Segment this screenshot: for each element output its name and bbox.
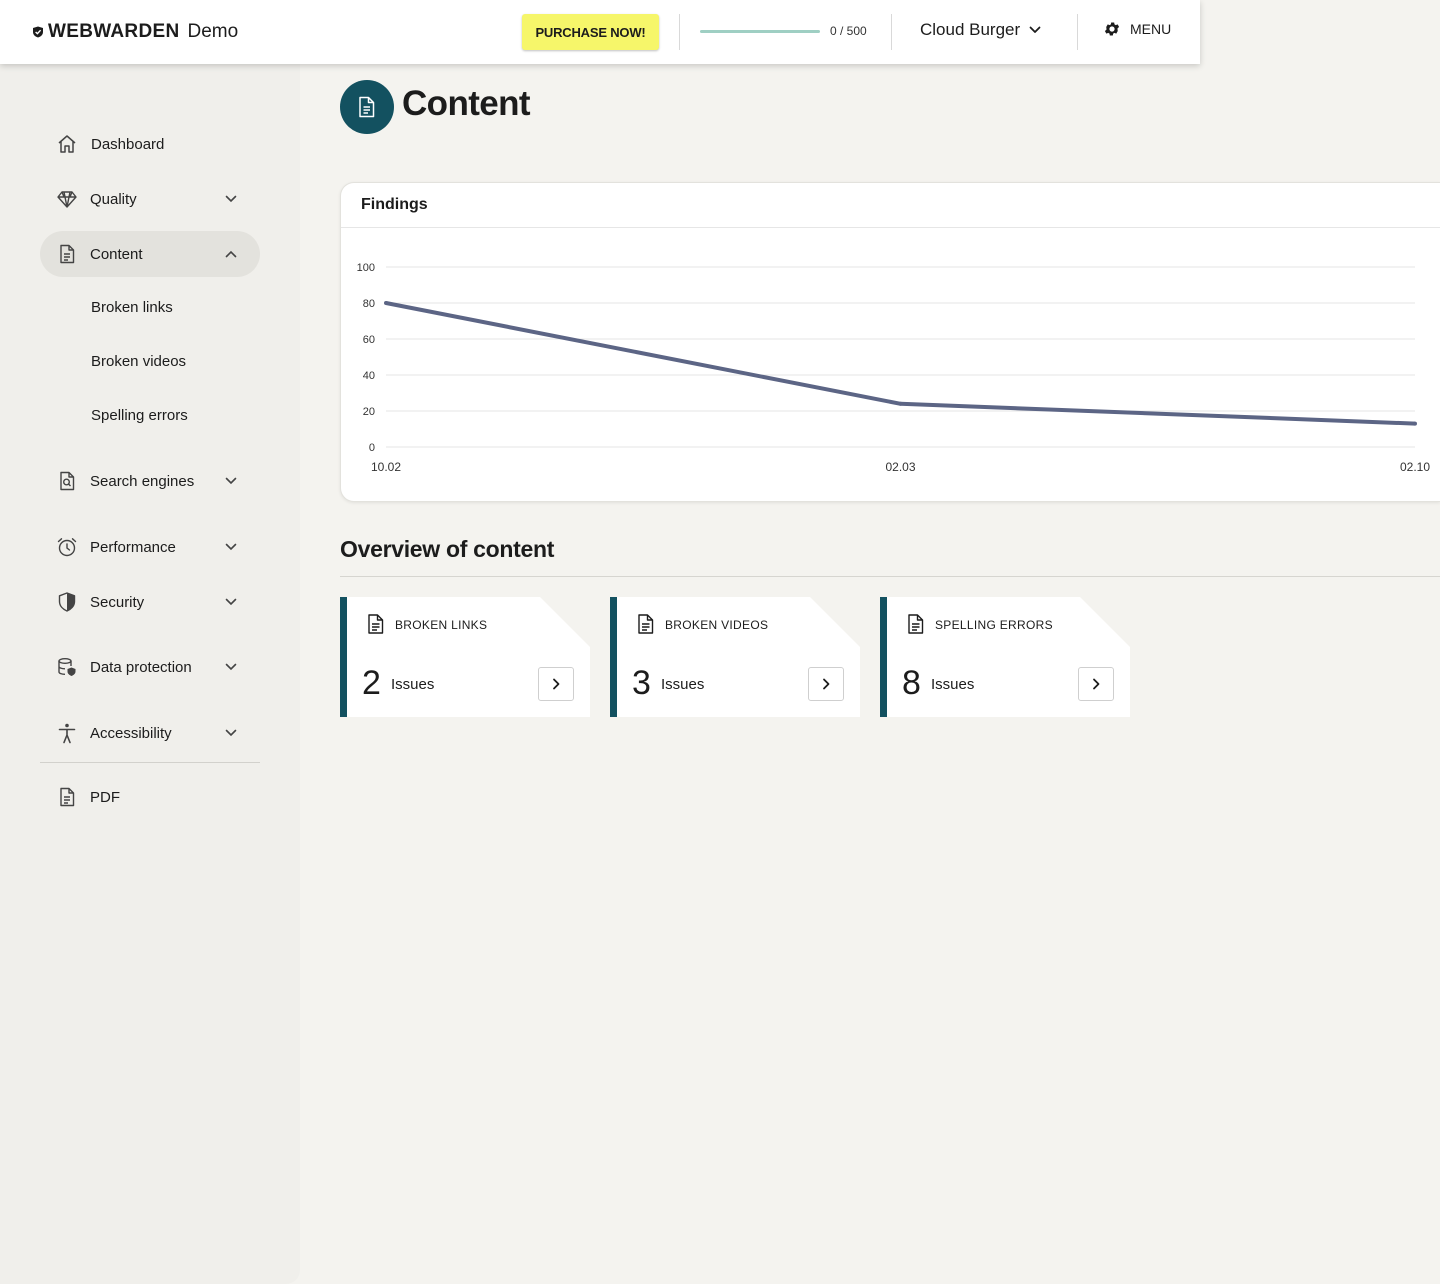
diamond-icon (56, 188, 78, 210)
divider (340, 576, 1440, 577)
divider (341, 227, 1440, 228)
x-tick-label: 02.03 (885, 460, 915, 474)
sidebar-subitem-broken-links[interactable]: Broken links (91, 299, 173, 316)
database-shield-icon (56, 656, 78, 678)
sidebar-item-label: Security (90, 593, 145, 611)
page-icon (340, 80, 394, 134)
chevron-down-icon (225, 598, 237, 606)
menu-label: MENU (1130, 21, 1172, 37)
sidebar-subitem-broken-videos[interactable]: Broken videos (91, 353, 187, 370)
brand-name: WEBWARDEN (48, 21, 180, 42)
chevron-down-icon (225, 195, 237, 203)
chart-card-title: Findings (361, 196, 428, 213)
sidebar-item-label: Search engines (90, 472, 195, 490)
chevron-right-icon (1093, 678, 1100, 690)
brand-logo[interactable]: WEBWARDEN Demo (32, 20, 238, 44)
project-name: Cloud Burger (920, 20, 1021, 39)
data-point[interactable] (384, 301, 388, 305)
sidebar-item-dashboard[interactable]: Dashboard (40, 121, 260, 167)
home-icon (56, 133, 78, 155)
sidebar-item-label: Accessibility (90, 724, 172, 742)
y-tick-label: 80 (363, 298, 375, 310)
page-title: Content (402, 84, 531, 123)
findings-chart-card: Findings 0 20 40 60 80 100 10.02 02.03 02.10 (340, 182, 1440, 502)
chevron-up-icon (225, 250, 237, 258)
document-icon (638, 614, 654, 634)
card-open-button[interactable] (1078, 667, 1114, 701)
card-title: BROKEN VIDEOS (665, 618, 769, 632)
sidebar-item-accessibility[interactable]: Accessibility (40, 710, 260, 756)
overview-card-broken-videos[interactable]: BROKEN VIDEOS 3 Issues (610, 597, 860, 717)
y-tick-label: 100 (357, 262, 375, 274)
chevron-down-icon (225, 477, 237, 485)
document-icon (368, 614, 384, 634)
pdf-document-icon (56, 786, 78, 808)
x-tick-label: 10.02 (371, 460, 401, 474)
accessibility-icon (56, 722, 78, 744)
sidebar-item-pdf[interactable]: PDF (40, 774, 260, 820)
data-point[interactable] (898, 401, 903, 406)
purchase-now-button[interactable]: PURCHASE NOW! (522, 14, 659, 50)
divider (679, 14, 680, 50)
overview-card-broken-links[interactable]: BROKEN LINKS 2 Issues (340, 597, 590, 717)
top-bar: WEBWARDEN Demo PURCHASE NOW! 0 / 500 Clo… (0, 0, 1200, 64)
menu-button[interactable]: MENU (1103, 20, 1171, 38)
chevron-down-icon (225, 729, 237, 737)
sidebar-item-label: PDF (90, 788, 120, 806)
document-icon (359, 96, 375, 118)
card-unit: Issues (391, 676, 435, 693)
sidebar: Dashboard Quality Content Broken links B… (0, 64, 300, 1284)
y-tick-label: 0 (369, 442, 375, 454)
chevron-right-icon (823, 678, 830, 690)
sidebar-item-label: Content (90, 245, 143, 263)
sidebar-item-performance[interactable]: Performance (40, 524, 260, 570)
sidebar-item-label: Quality (90, 190, 137, 208)
sidebar-item-label: Data protection (90, 658, 192, 676)
shield-logo-icon (33, 26, 43, 38)
chevron-down-icon (225, 543, 237, 551)
card-unit: Issues (931, 676, 975, 693)
y-tick-label: 20 (363, 406, 375, 418)
document-icon (56, 243, 78, 265)
gear-icon (1104, 22, 1120, 36)
card-count: 8 (902, 664, 921, 702)
chevron-down-icon (225, 663, 237, 671)
card-count: 3 (632, 664, 651, 702)
y-tick-label: 60 (363, 334, 375, 346)
sidebar-item-label: Performance (90, 538, 176, 556)
project-selector[interactable]: Cloud Burger (920, 20, 1042, 40)
x-tick-label: 02.10 (1400, 460, 1430, 474)
sidebar-item-search-engines[interactable]: Search engines (40, 450, 260, 512)
divider (891, 14, 892, 50)
card-unit: Issues (661, 676, 705, 693)
y-tick-label: 40 (363, 370, 375, 382)
sidebar-item-security[interactable]: Security (40, 579, 260, 625)
card-open-button[interactable] (538, 667, 574, 701)
card-open-button[interactable] (808, 667, 844, 701)
findings-line-chart: 0 20 40 60 80 100 10.02 02.03 02.10 (357, 262, 1431, 474)
card-title: SPELLING ERRORS (935, 618, 1053, 632)
data-point[interactable] (1413, 421, 1417, 426)
card-title: BROKEN LINKS (395, 618, 488, 632)
chevron-down-icon (1029, 26, 1041, 33)
sidebar-item-content[interactable]: Content (40, 231, 260, 277)
sidebar-item-quality[interactable]: Quality (40, 176, 260, 222)
quota-progress-bar (700, 30, 820, 33)
card-count: 2 (362, 664, 381, 702)
sidebar-item-label: Dashboard (91, 135, 165, 153)
brand-suffix: Demo (187, 21, 239, 42)
alarm-clock-icon (56, 536, 78, 558)
document-icon (908, 614, 924, 634)
overview-title: Overview of content (340, 536, 555, 562)
sidebar-item-data-protection[interactable]: Data protection (40, 636, 260, 698)
divider (1077, 14, 1078, 50)
overview-card-spelling-errors[interactable]: SPELLING ERRORS 8 Issues (880, 597, 1130, 717)
search-doc-icon (56, 470, 78, 492)
chevron-right-icon (553, 678, 560, 690)
sidebar-subitem-spelling-errors[interactable]: Spelling errors (91, 407, 188, 424)
quota-text: 0 / 500 (830, 24, 867, 38)
sidebar-divider (40, 762, 260, 763)
shield-icon (56, 591, 78, 613)
